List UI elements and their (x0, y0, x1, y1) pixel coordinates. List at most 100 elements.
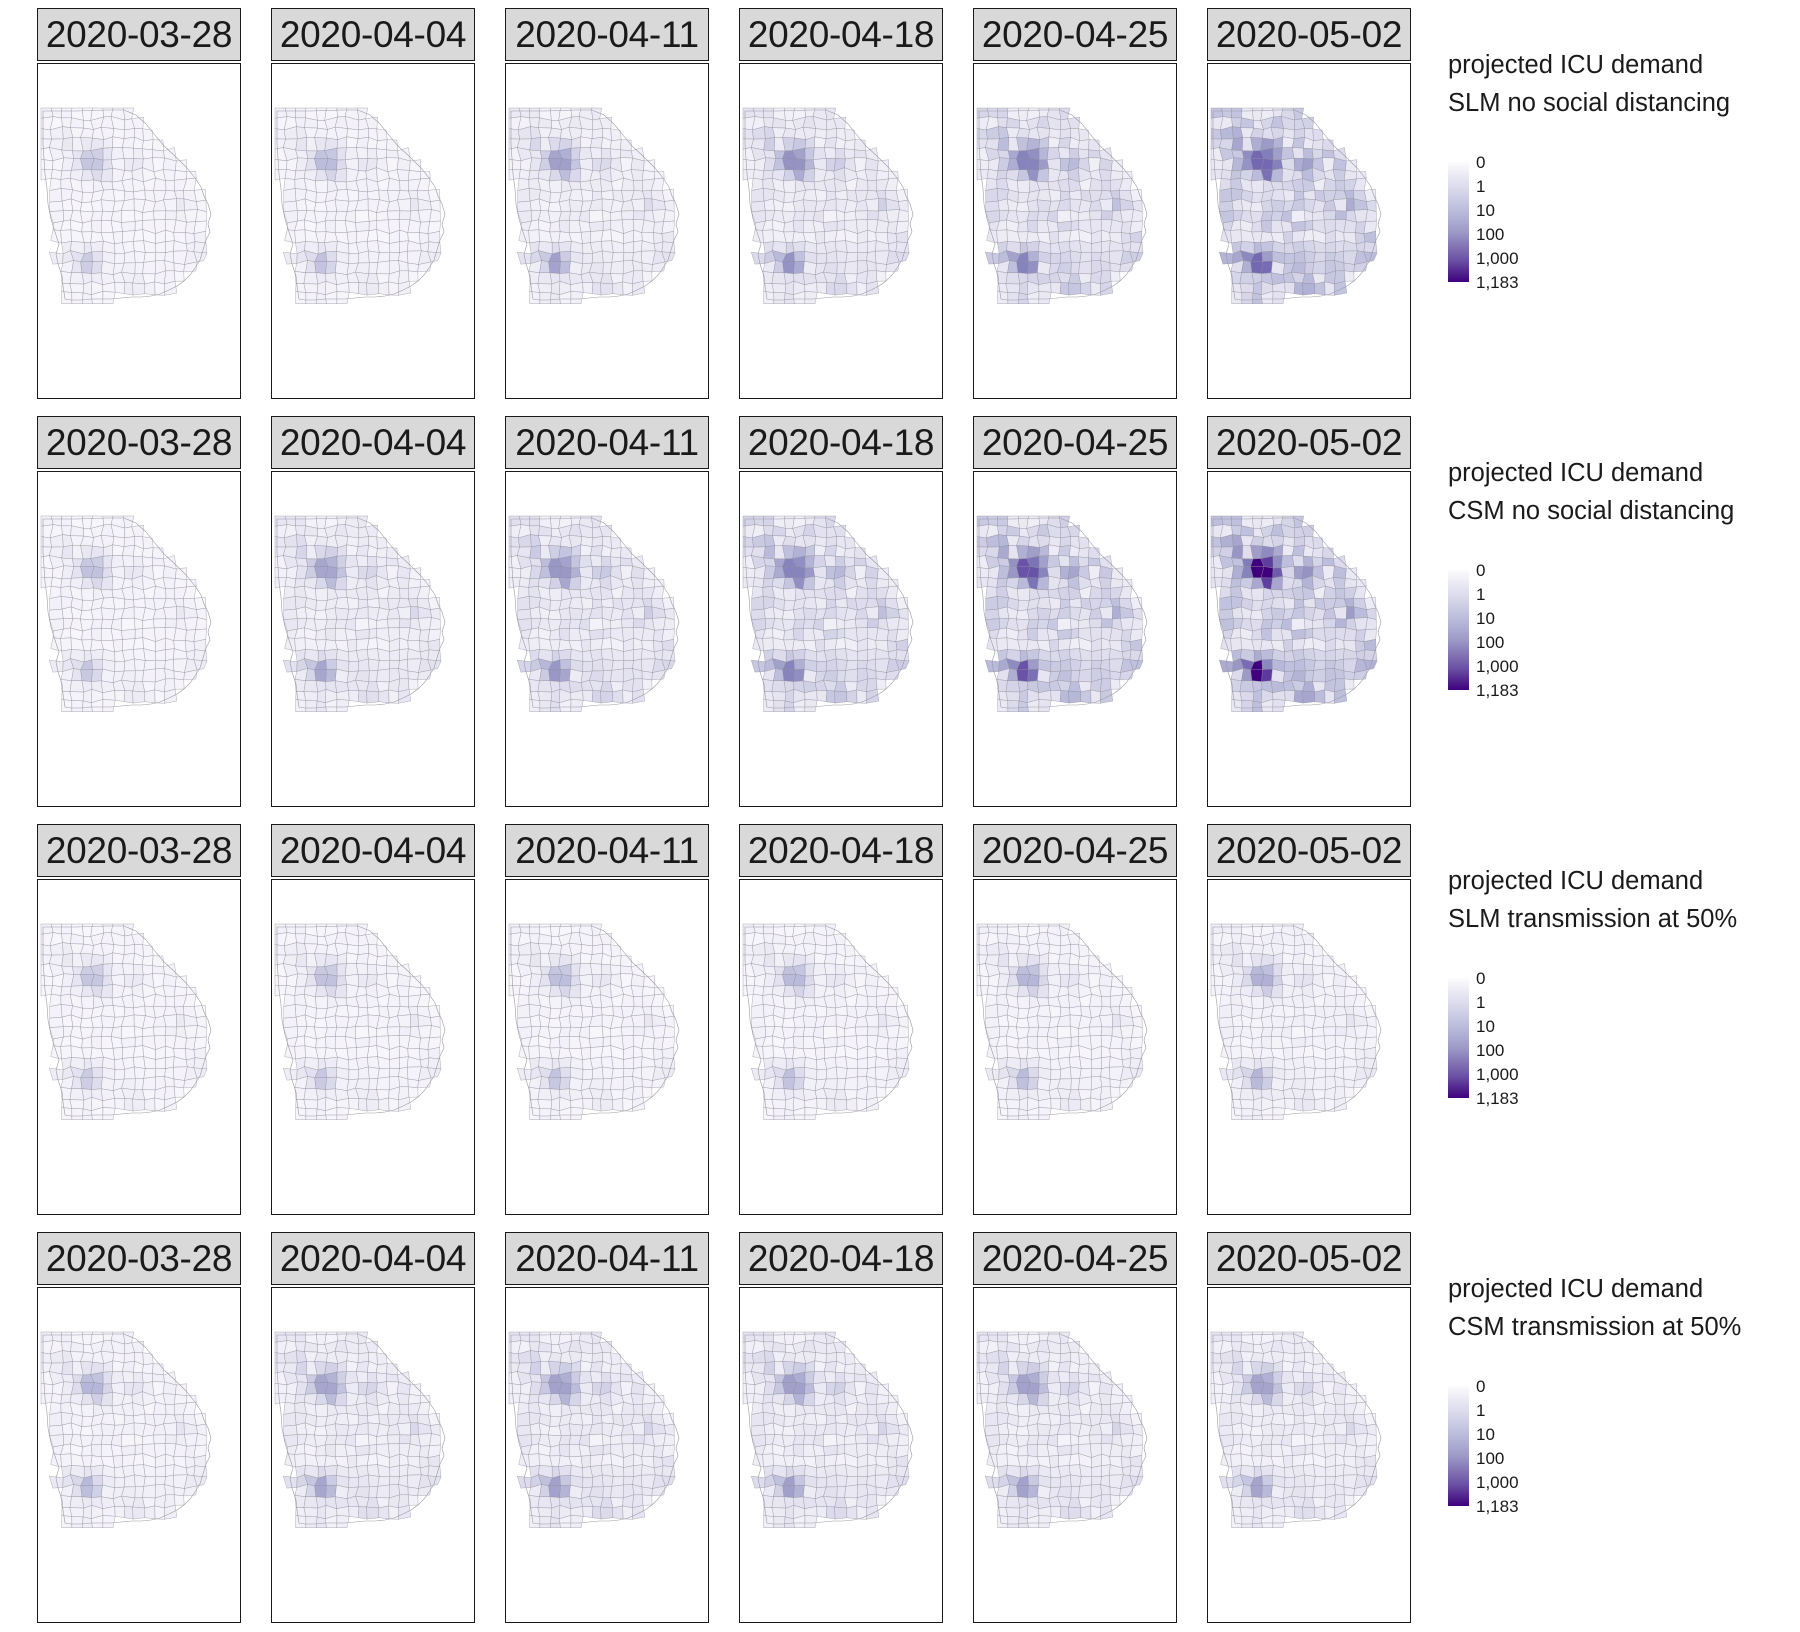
county-region (1048, 189, 1061, 202)
county-region (91, 1423, 103, 1436)
county-region (367, 1453, 378, 1466)
county-region (752, 985, 764, 996)
county-region (303, 1496, 319, 1509)
county-region (1007, 1076, 1019, 1089)
county-region (407, 170, 421, 181)
county-region (1058, 555, 1071, 567)
county-region (283, 188, 297, 203)
county-region (1099, 1014, 1113, 1028)
county-region (367, 648, 380, 661)
county-region (69, 1507, 85, 1518)
map-frame (1207, 471, 1411, 807)
county-region (589, 617, 604, 631)
county-region (376, 1026, 389, 1037)
county-region (559, 1076, 571, 1090)
county-region (589, 221, 604, 232)
county-region (997, 1107, 1009, 1120)
county-region (663, 617, 675, 630)
county-region (1325, 1057, 1336, 1069)
county-region (386, 965, 399, 975)
county-region (132, 1098, 145, 1112)
county-region (1303, 556, 1314, 568)
county-region (1261, 668, 1273, 682)
county-region (857, 1068, 868, 1078)
county-region (284, 985, 296, 996)
county-region (580, 189, 593, 202)
county-region (631, 1014, 645, 1028)
county-region (71, 1484, 83, 1497)
county-region (110, 220, 123, 233)
county-region (835, 229, 846, 242)
county-region (122, 555, 135, 567)
county-region (1293, 536, 1305, 547)
county-region (184, 209, 198, 223)
county-region (1284, 253, 1295, 264)
county-region (367, 1372, 378, 1384)
county-region (783, 587, 797, 601)
county-region (1027, 1067, 1039, 1078)
county-region (1220, 577, 1232, 588)
county-region (154, 1097, 165, 1112)
county-region (387, 618, 401, 629)
county-region (559, 1015, 571, 1028)
county-region (1077, 148, 1089, 160)
county-region (398, 618, 411, 629)
county-region (1261, 1015, 1273, 1028)
county-region (346, 1360, 359, 1372)
county-region (782, 1017, 796, 1028)
county-region (1070, 658, 1082, 671)
county-region (163, 1014, 177, 1028)
county-region (122, 952, 135, 965)
county-region (1313, 252, 1327, 263)
county-region (621, 1026, 635, 1037)
county-region (602, 220, 611, 231)
county-region (40, 1393, 53, 1405)
county-region (652, 617, 666, 631)
county-region (1220, 1045, 1232, 1060)
county-region (834, 690, 847, 704)
county-region (133, 556, 144, 568)
county-region (100, 984, 113, 999)
county-region (324, 240, 338, 253)
county-region (1112, 1014, 1121, 1028)
county-region (751, 1004, 765, 1019)
county-region (590, 1046, 604, 1059)
county-region (1059, 536, 1071, 547)
county-region (133, 1372, 144, 1384)
county-region (751, 1016, 766, 1028)
county-region (1239, 1099, 1255, 1110)
county-region (1112, 606, 1121, 620)
county-region (336, 291, 350, 304)
county-region (1323, 1026, 1337, 1037)
county-region (356, 147, 369, 159)
county-region (875, 1078, 887, 1089)
county-region (123, 536, 135, 547)
county-region (274, 169, 287, 181)
county-region (1110, 270, 1121, 282)
county-region (173, 1394, 187, 1405)
county-region (632, 281, 645, 296)
county-region (602, 1078, 612, 1091)
map-frame (973, 63, 1177, 399)
county-region (1091, 649, 1102, 661)
county-region (856, 689, 867, 704)
county-region (590, 963, 603, 975)
county-region (1068, 690, 1081, 704)
county-region (1231, 557, 1245, 567)
county-region (1057, 617, 1072, 631)
county-region (284, 169, 296, 180)
county-region (368, 670, 378, 683)
county-region (1091, 1057, 1102, 1069)
county-region (590, 555, 603, 567)
county-region (997, 291, 1009, 304)
county-region (570, 147, 581, 161)
county-region (367, 556, 378, 568)
county-region (134, 250, 146, 263)
county-region (508, 975, 522, 986)
county-region (601, 148, 612, 160)
legend-scale: 0 1 10 100 1,000 1,183 (1448, 562, 1568, 700)
color-legend: projected ICU demand CSM no social distan… (1448, 454, 1788, 754)
county-region (165, 996, 175, 1008)
county-region (356, 1046, 370, 1059)
county-region (142, 618, 155, 629)
